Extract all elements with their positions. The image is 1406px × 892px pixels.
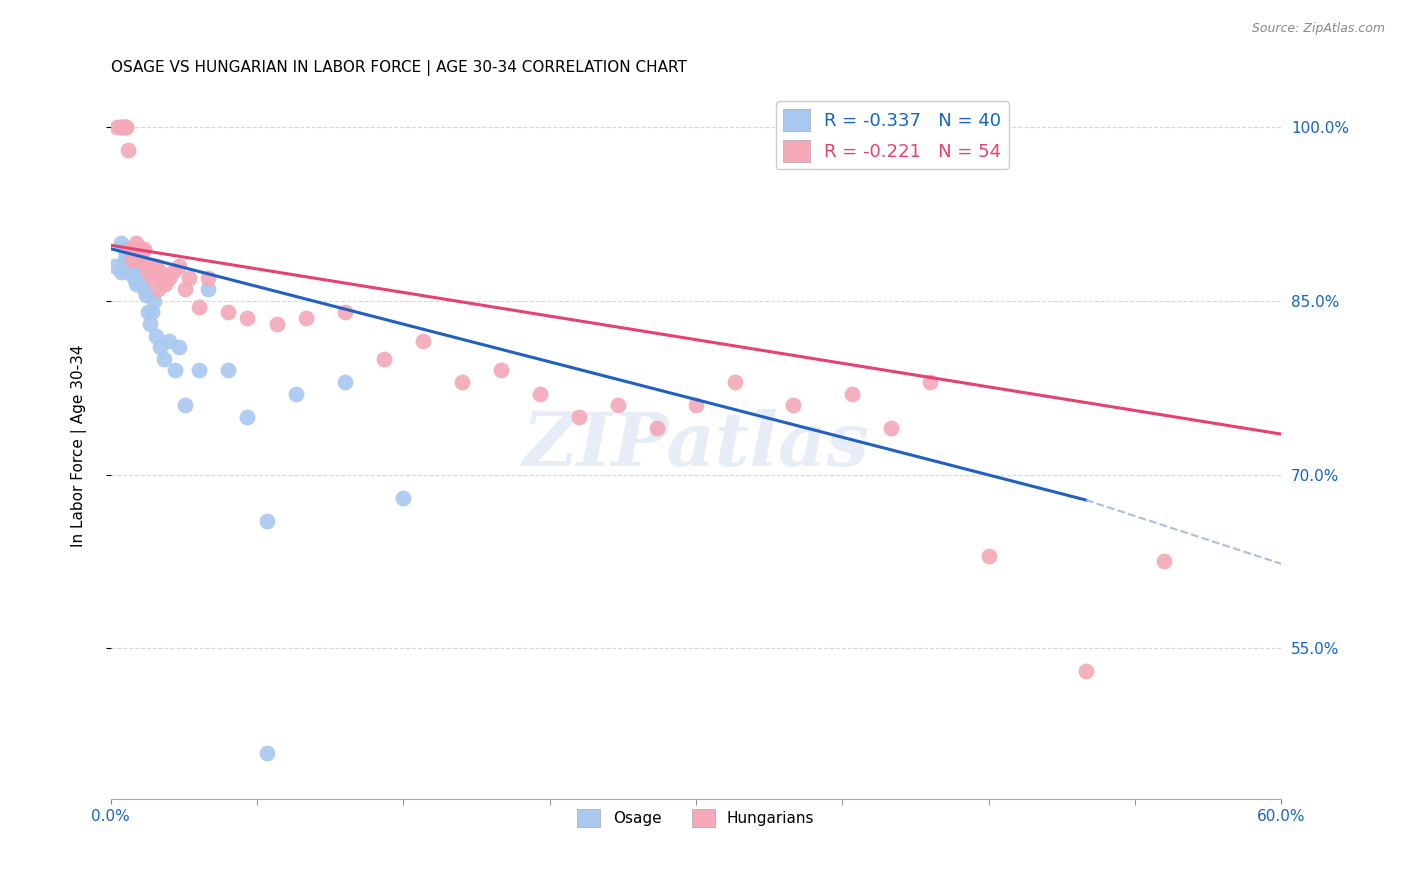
Point [177, 270, 200, 285]
Point [149, 340, 172, 354]
Point [295, 311, 318, 326]
Point [136, 305, 159, 319]
Text: OSAGE VS HUNGARIAN IN LABOR FORCE | AGE 30-34 CORRELATION CHART: OSAGE VS HUNGARIAN IN LABOR FORCE | AGE … [111, 60, 686, 76]
Point [122, 270, 145, 285]
Point [104, 259, 127, 273]
Point [114, 242, 136, 256]
Point [114, 253, 136, 268]
Point [114, 120, 136, 135]
Point [117, 265, 139, 279]
Point [122, 247, 145, 261]
Point [141, 270, 163, 285]
Point [120, 259, 142, 273]
Text: Source: ZipAtlas.com: Source: ZipAtlas.com [1251, 22, 1385, 36]
Point [129, 242, 152, 256]
Point [145, 328, 167, 343]
Point [149, 265, 172, 279]
Point [110, 120, 132, 135]
Point [217, 363, 239, 377]
Point [111, 120, 134, 135]
Point [121, 253, 143, 268]
Point [236, 409, 259, 424]
Point [115, 120, 138, 135]
Point [127, 265, 149, 279]
Point [529, 386, 551, 401]
Point [135, 259, 157, 273]
Point [236, 311, 259, 326]
Point [256, 746, 278, 760]
Point [977, 549, 1000, 563]
Point [146, 282, 169, 296]
Point [127, 253, 149, 268]
Point [174, 398, 197, 412]
Point [132, 242, 155, 256]
Point [187, 363, 209, 377]
Point [129, 259, 152, 273]
Y-axis label: In Labor Force | Age 30-34: In Labor Force | Age 30-34 [72, 344, 87, 547]
Point [451, 375, 474, 389]
Legend: Osage, Hungarians: Osage, Hungarians [571, 803, 821, 833]
Point [155, 277, 177, 291]
Point [121, 265, 143, 279]
Point [782, 398, 804, 412]
Point [880, 421, 903, 435]
Point [110, 235, 132, 250]
Point [918, 375, 941, 389]
Point [568, 409, 591, 424]
Point [724, 375, 747, 389]
Point [145, 259, 167, 273]
Point [645, 421, 668, 435]
Point [157, 270, 180, 285]
Point [129, 270, 152, 285]
Point [285, 386, 308, 401]
Point [131, 253, 153, 268]
Point [125, 253, 148, 268]
Point [105, 120, 128, 135]
Point [373, 351, 395, 366]
Point [266, 317, 288, 331]
Point [125, 277, 148, 291]
Point [115, 247, 138, 261]
Point [141, 305, 163, 319]
Point [174, 282, 197, 296]
Point [187, 300, 209, 314]
Point [121, 253, 143, 268]
Point [412, 334, 434, 349]
Point [139, 317, 162, 331]
Point [120, 242, 142, 256]
Point [125, 235, 148, 250]
Point [165, 363, 187, 377]
Point [110, 265, 132, 279]
Point [841, 386, 863, 401]
Point [162, 265, 184, 279]
Point [139, 265, 162, 279]
Text: ZIPatlas: ZIPatlas [523, 409, 869, 482]
Point [197, 270, 219, 285]
Point [142, 293, 165, 308]
Point [489, 363, 512, 377]
Point [1153, 554, 1175, 568]
Point [114, 120, 136, 135]
Point [142, 259, 165, 273]
Point [150, 270, 173, 285]
Point [167, 259, 190, 273]
Point [152, 351, 174, 366]
Point [136, 265, 159, 279]
Point [333, 375, 356, 389]
Point [1074, 665, 1097, 679]
Point [157, 334, 180, 349]
Point [117, 144, 139, 158]
Point [197, 282, 219, 296]
Point [685, 398, 707, 412]
Point [333, 305, 356, 319]
Point [167, 340, 190, 354]
Point [607, 398, 630, 412]
Point [131, 277, 153, 291]
Point [256, 514, 278, 528]
Point [392, 491, 415, 505]
Point [217, 305, 239, 319]
Point [135, 288, 157, 302]
Point [132, 282, 155, 296]
Point [120, 242, 142, 256]
